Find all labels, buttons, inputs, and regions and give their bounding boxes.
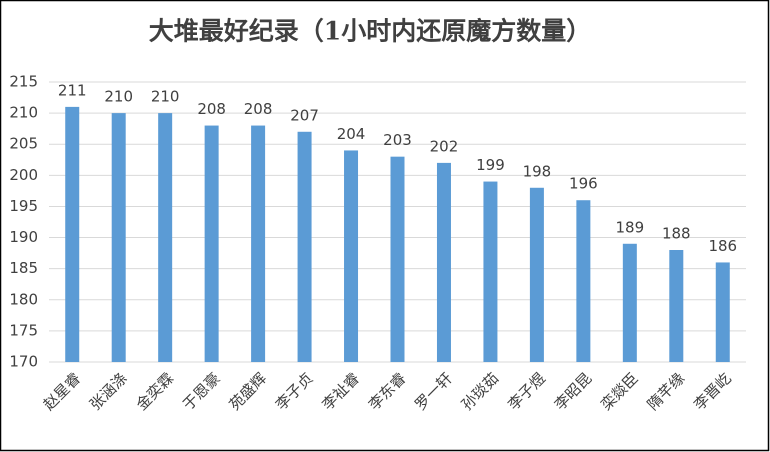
- bar: [111, 113, 126, 362]
- chart-title: 大堆最好纪录（1小时内还原魔方数量）: [149, 17, 591, 46]
- y-tick-label: 195: [9, 197, 38, 215]
- bar: [483, 181, 498, 362]
- data-label: 204: [337, 125, 366, 143]
- y-tick-label: 170: [9, 353, 38, 371]
- y-tick-label: 185: [9, 259, 38, 277]
- bar: [669, 250, 684, 362]
- bar: [251, 125, 266, 362]
- data-label: 199: [476, 156, 505, 174]
- data-label: 202: [430, 137, 459, 155]
- data-label: 198: [523, 162, 552, 180]
- bar: [390, 156, 405, 362]
- y-tick-label: 215: [9, 73, 38, 91]
- y-tick-label: 210: [9, 104, 38, 122]
- bar: [576, 200, 591, 362]
- bar: [204, 125, 219, 362]
- data-label: 188: [662, 225, 691, 243]
- y-tick-label: 205: [9, 135, 38, 153]
- bar: [622, 243, 637, 362]
- data-label: 210: [104, 88, 133, 106]
- data-label: 211: [58, 81, 87, 99]
- bar: [715, 262, 730, 362]
- data-label: 208: [244, 100, 273, 118]
- data-label: 196: [569, 175, 598, 193]
- y-tick-label: 190: [9, 228, 38, 246]
- y-tick-label: 180: [9, 290, 38, 308]
- bar: [65, 106, 80, 362]
- bar: [158, 113, 173, 362]
- bar: [529, 187, 544, 362]
- data-label: 203: [383, 131, 412, 149]
- data-label: 207: [290, 106, 319, 124]
- y-tick-label: 200: [9, 166, 38, 184]
- data-label: 186: [708, 237, 737, 255]
- bar: [436, 162, 451, 362]
- data-label: 210: [151, 88, 180, 106]
- bar: [344, 150, 359, 362]
- data-label: 189: [616, 218, 645, 236]
- y-tick-label: 175: [9, 321, 38, 339]
- bar: [297, 131, 312, 362]
- data-label: 208: [197, 100, 226, 118]
